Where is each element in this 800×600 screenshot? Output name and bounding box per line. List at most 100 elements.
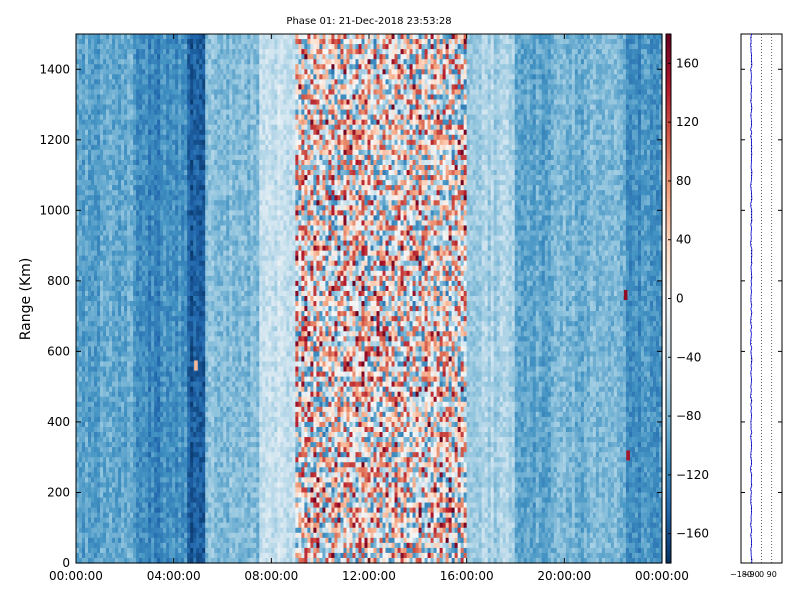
heatmap-cell bbox=[82, 507, 86, 514]
heatmap-cell bbox=[109, 175, 113, 181]
heatmap-cell bbox=[76, 356, 80, 363]
heatmap-cell bbox=[106, 210, 110, 216]
heatmap-cell bbox=[106, 306, 110, 312]
heatmap-cell bbox=[100, 230, 104, 237]
heatmap-cell bbox=[97, 250, 101, 257]
heatmap-cell bbox=[97, 84, 101, 91]
heatmap-cell bbox=[109, 119, 113, 126]
heatmap-cell bbox=[82, 114, 86, 121]
heatmap-cell bbox=[112, 154, 116, 161]
heatmap-cell bbox=[85, 421, 89, 428]
heatmap-cell bbox=[85, 326, 89, 332]
heatmap-cell bbox=[106, 195, 110, 201]
heatmap-cell bbox=[91, 532, 95, 539]
heatmap-cell bbox=[94, 532, 98, 539]
heatmap-cell bbox=[106, 245, 110, 252]
heatmap-cell bbox=[79, 255, 83, 262]
heatmap-cell bbox=[106, 472, 110, 478]
heatmap-cell bbox=[109, 336, 113, 342]
heatmap-cell bbox=[103, 99, 107, 106]
heatmap-cell bbox=[88, 416, 92, 423]
heatmap-cell bbox=[97, 170, 101, 176]
heatmap-cell bbox=[91, 134, 95, 141]
heatmap-cell bbox=[103, 411, 107, 418]
heatmap-cell bbox=[103, 139, 107, 146]
heatmap-cell bbox=[109, 326, 113, 332]
heatmap-cell bbox=[94, 316, 98, 322]
heatmap-cell bbox=[97, 190, 101, 196]
heatmap-cell bbox=[112, 64, 116, 70]
heatmap-cell bbox=[82, 487, 86, 494]
heatmap-cell bbox=[112, 230, 116, 237]
heatmap-cell bbox=[82, 64, 86, 70]
heatmap-cell bbox=[94, 301, 98, 307]
heatmap-cell bbox=[97, 89, 101, 96]
heatmap-cell bbox=[82, 260, 86, 267]
heatmap-cell bbox=[97, 406, 101, 413]
heatmap-cell bbox=[82, 502, 86, 509]
heatmap-cell bbox=[112, 306, 116, 312]
heatmap-cell bbox=[82, 437, 86, 443]
heatmap-cell bbox=[85, 210, 89, 216]
heatmap-cell bbox=[85, 154, 89, 161]
heatmap-cell bbox=[91, 316, 95, 322]
heatmap-cell bbox=[103, 59, 107, 65]
heatmap-cell bbox=[109, 437, 113, 443]
heatmap-cell bbox=[82, 336, 86, 342]
heatmap-cell bbox=[85, 467, 89, 473]
heatmap-cell bbox=[97, 426, 101, 433]
heatmap-cell bbox=[91, 195, 95, 201]
heatmap-cell bbox=[100, 270, 104, 277]
heatmap-cell bbox=[85, 306, 89, 312]
heatmap-cell bbox=[88, 376, 92, 383]
heatmap-cell bbox=[94, 210, 98, 216]
heatmap-cell bbox=[79, 416, 83, 423]
heatmap-cell bbox=[85, 532, 89, 539]
heatmap-cell bbox=[88, 507, 92, 514]
heatmap-cell bbox=[103, 170, 107, 176]
heatmap-cell bbox=[91, 34, 95, 40]
heatmap-cell bbox=[103, 336, 107, 342]
heatmap-cell bbox=[76, 306, 80, 312]
heatmap-cell bbox=[91, 351, 95, 358]
heatmap-cell bbox=[97, 49, 101, 55]
heatmap-cell bbox=[85, 290, 89, 297]
heatmap-cell bbox=[109, 255, 113, 262]
heatmap-cell bbox=[94, 175, 98, 181]
heatmap-cell bbox=[82, 250, 86, 257]
heatmap-cell bbox=[100, 149, 104, 156]
heatmap-cell bbox=[91, 487, 95, 494]
heatmap-cell bbox=[112, 260, 116, 267]
heatmap-cell bbox=[97, 185, 101, 191]
heatmap-cell bbox=[91, 84, 95, 91]
heatmap-cell bbox=[100, 210, 104, 216]
heatmap-cell bbox=[106, 49, 110, 55]
heatmap-cell bbox=[97, 346, 101, 352]
heatmap-cell bbox=[82, 386, 86, 393]
heatmap-cell bbox=[94, 185, 98, 191]
heatmap-cell bbox=[94, 517, 98, 524]
heatmap-cell bbox=[100, 421, 104, 428]
heatmap-cell bbox=[79, 512, 83, 519]
heatmap-cell bbox=[106, 547, 110, 554]
heatmap-cell bbox=[76, 195, 80, 201]
heatmap-cell bbox=[88, 255, 92, 262]
heatmap-cell bbox=[106, 34, 110, 40]
heatmap-cell bbox=[94, 326, 98, 332]
heatmap-cell bbox=[97, 230, 101, 237]
heatmap-cell bbox=[94, 119, 98, 126]
heatmap-cell bbox=[106, 477, 110, 483]
heatmap-cell bbox=[106, 537, 110, 544]
heatmap-cell bbox=[85, 391, 89, 398]
heatmap-cell bbox=[91, 265, 95, 272]
heatmap-cell bbox=[112, 124, 116, 131]
heatmap-cell bbox=[91, 401, 95, 408]
heatmap-cell bbox=[100, 472, 104, 478]
heatmap-cell bbox=[85, 341, 89, 347]
heatmap-cell bbox=[76, 432, 80, 438]
heatmap-cell bbox=[112, 79, 116, 85]
heatmap-cell bbox=[100, 502, 104, 509]
heatmap-cell bbox=[97, 351, 101, 358]
heatmap-cell bbox=[94, 159, 98, 166]
heatmap-cell bbox=[76, 421, 80, 428]
